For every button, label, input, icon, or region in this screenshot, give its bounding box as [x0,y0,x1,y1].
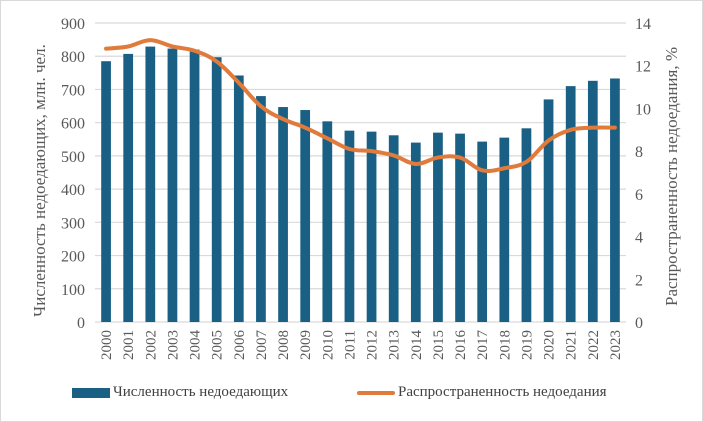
y-axis-title: Численность недоедающих, млн. чел. [30,44,49,317]
x-tick-label: 2012 [365,330,381,360]
bar [587,80,598,322]
y2-axis-title: Распространенность недоедания, % [662,47,681,306]
x-tick-label: 2022 [586,330,602,360]
y-tick-label: 100 [61,282,85,299]
x-tick-label: 2017 [475,330,491,361]
y2-tick-label: 8 [635,144,643,161]
x-tick-label: 2023 [608,330,624,360]
bar [211,57,222,323]
x-tick-label: 2021 [564,330,580,360]
x-tick-label: 2008 [276,330,292,360]
y2-tick-label: 10 [635,101,651,118]
legend-item-line: Распространенность недоедания [357,384,607,401]
x-tick-label: 2009 [298,330,314,360]
x-tick-label: 2002 [143,330,159,360]
bar [300,110,311,322]
bar [233,75,244,322]
legend-label-line: Распространенность недоедания [398,384,607,400]
y-tick-label: 500 [61,149,85,166]
bar [366,131,377,322]
bar [388,135,399,322]
y-tick-label: 700 [61,82,85,99]
bar [410,142,421,322]
bar [145,46,156,323]
bar [322,121,333,323]
bar [189,49,200,322]
bar [123,53,134,322]
x-tick-label: 2001 [121,330,137,360]
bar [521,128,532,322]
y2-tick-label: 4 [635,230,643,247]
bar [433,132,443,322]
y-tick-label: 300 [61,215,85,232]
y2-tick-label: 12 [635,59,651,76]
y2-tick-label: 6 [635,187,643,204]
y2-tick-label: 0 [635,315,643,332]
x-tick-label: 2010 [320,330,336,360]
y-tick-label: 600 [61,116,85,133]
x-tick-label: 2003 [165,330,181,360]
legend: Численность недоедающих Распространеннос… [0,384,703,406]
combo-chart: 0 100 200 300 400 500 600 700 800 900 0 2 4 6 8 10 12 14 2… [30,16,681,361]
legend-label-bars: Численность недоедающих [113,384,289,400]
x-tick-label: 2013 [387,330,403,360]
x-tick-label: 2005 [210,330,226,360]
bar [455,133,465,322]
bar [278,107,288,323]
prevalence-line [104,38,617,174]
x-tick-label: 2000 [99,330,115,360]
y-tick-label: 200 [61,249,85,266]
bar [543,99,554,323]
x-tick-label: 2020 [542,330,558,360]
bar [565,86,576,322]
y-tick-label: 900 [61,16,85,33]
bar [499,137,510,322]
bar [256,96,266,322]
y2-tick-label: 14 [635,16,651,33]
x-tick-label: 2019 [519,330,535,360]
bar [101,61,111,322]
bar [344,130,355,322]
bar [610,78,620,322]
x-tick-label: 2006 [232,330,248,361]
x-tick-label: 2015 [431,330,447,360]
y-tick-label: 800 [61,49,85,66]
x-tick-label: 2004 [188,330,204,361]
y2-tick-label: 2 [635,272,643,289]
x-tick-label: 2007 [254,330,270,361]
x-tick-label: 2014 [409,330,425,361]
x-tick-label: 2018 [497,330,513,360]
bar [477,141,488,322]
bar-swatch-icon [72,387,110,398]
x-tick-label: 2011 [342,330,358,359]
y-tick-label: 0 [77,315,85,332]
y-tick-label: 400 [61,182,85,199]
bar [167,48,178,322]
x-tick-label: 2016 [453,330,469,361]
line-swatch-icon [357,390,395,395]
legend-item-bars: Численность недоедающих [72,384,288,401]
